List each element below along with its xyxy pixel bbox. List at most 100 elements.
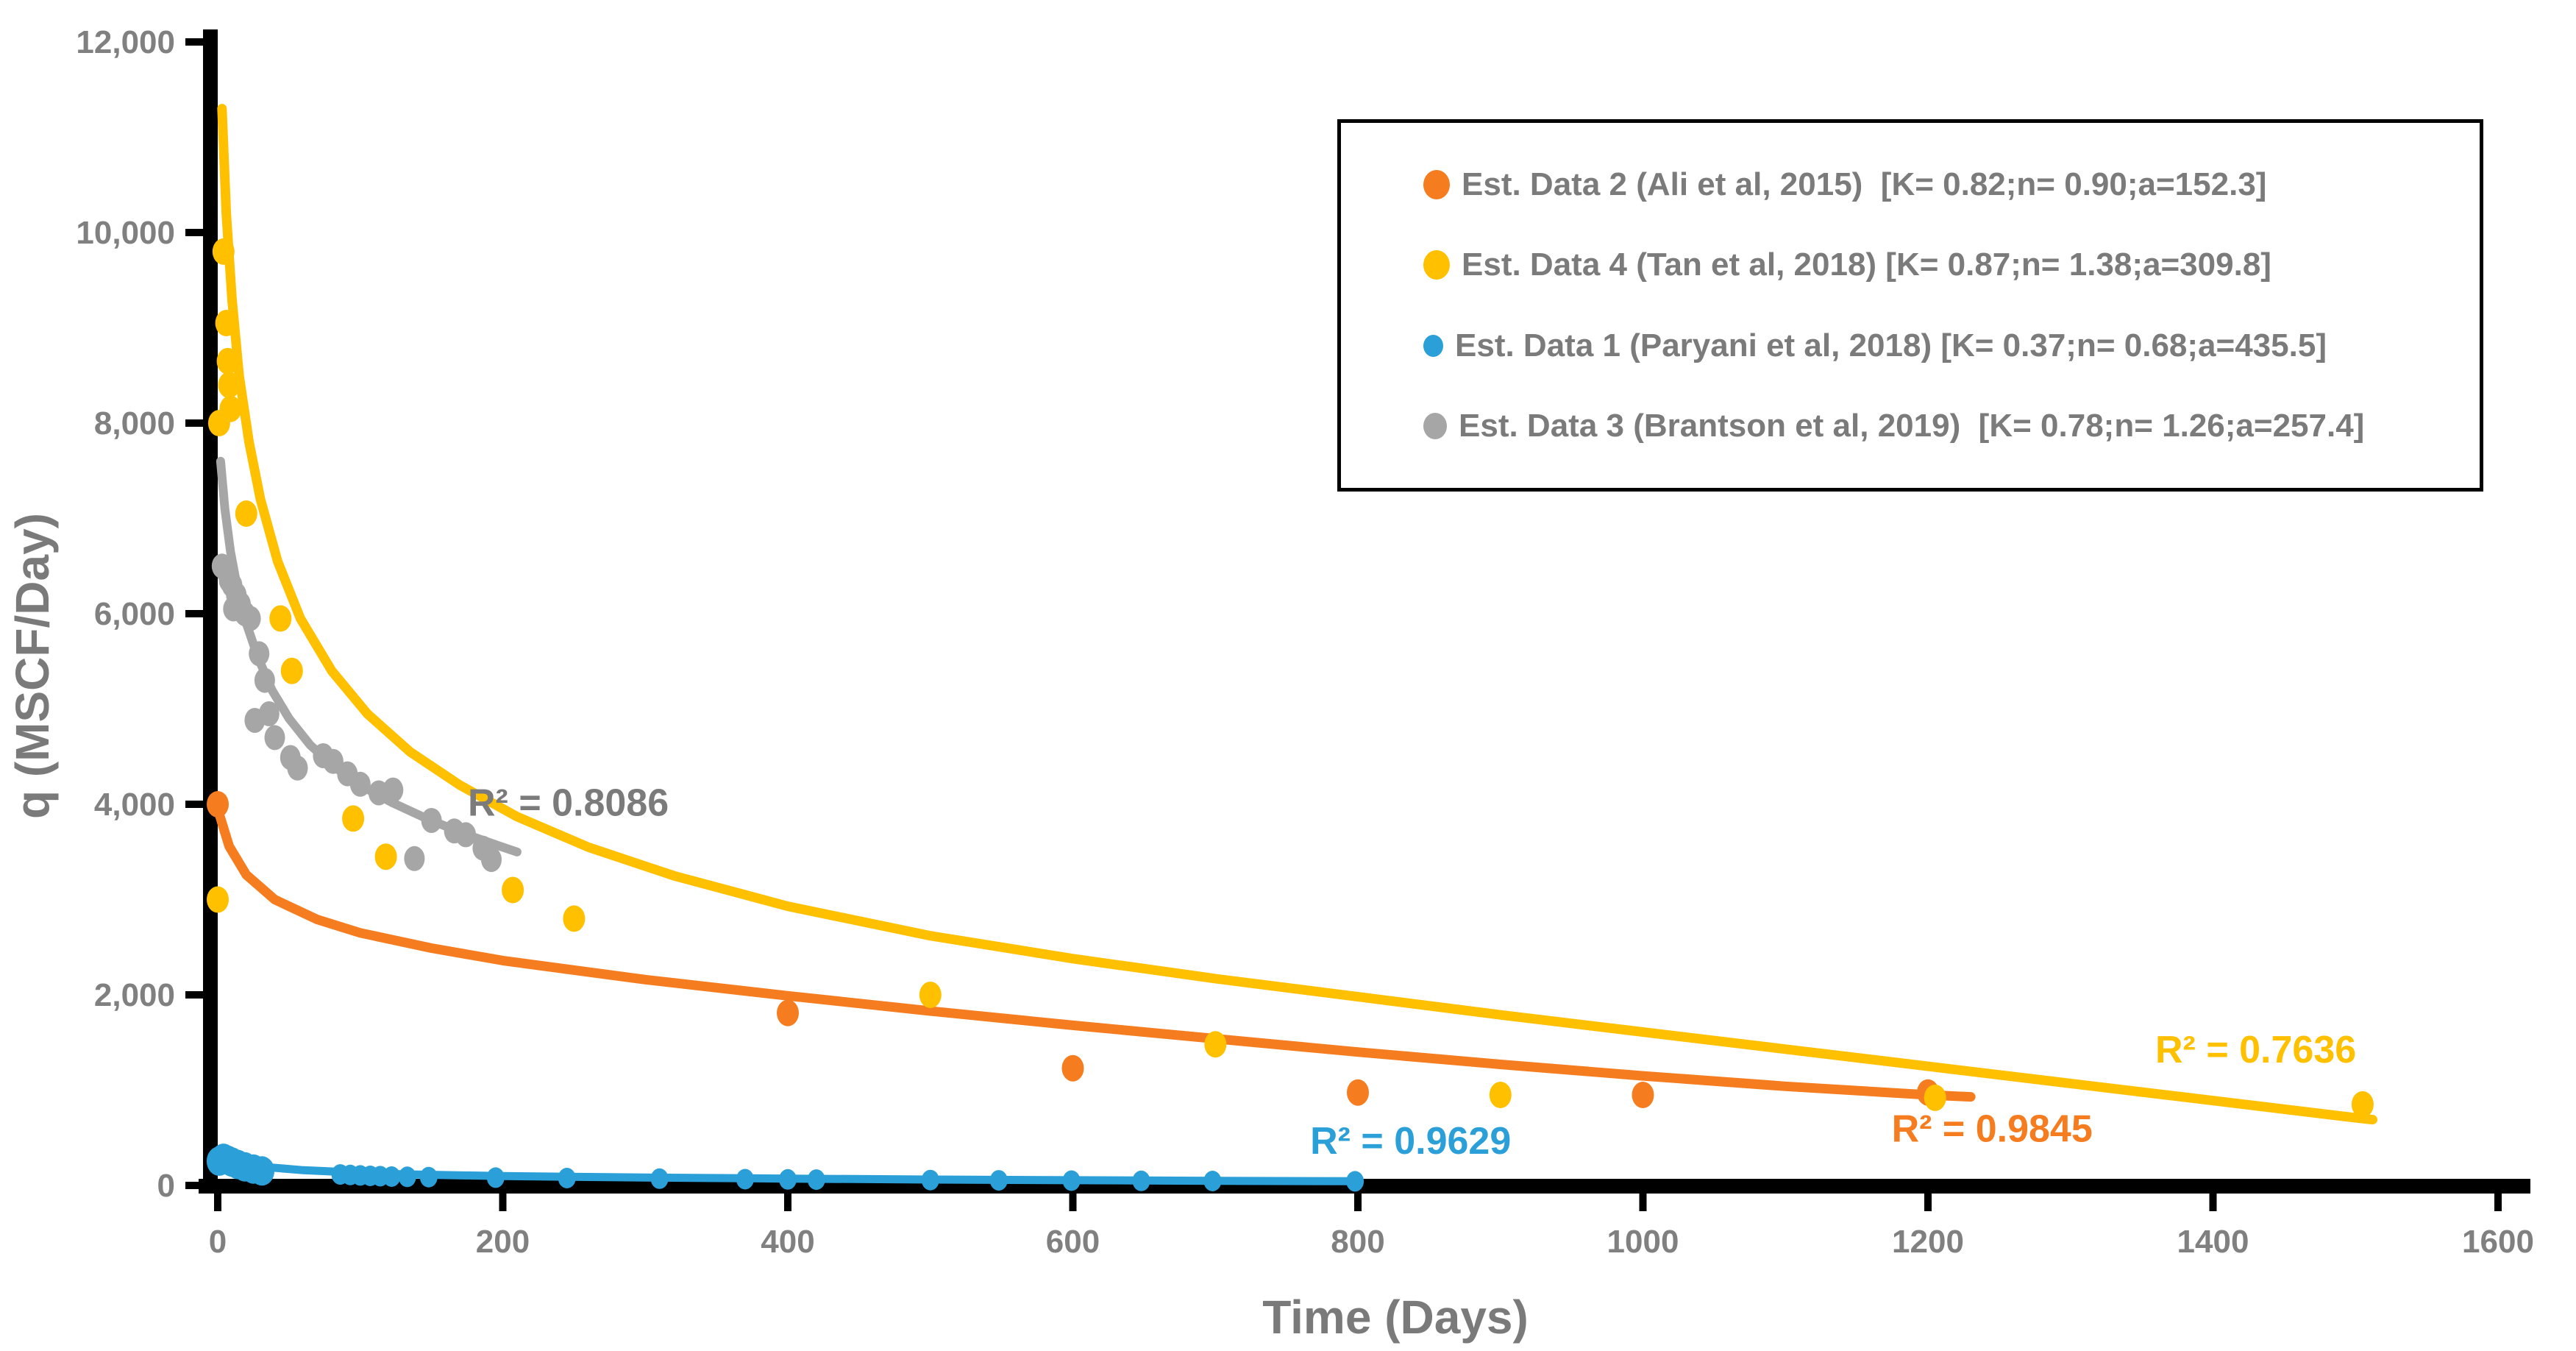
y-axis-tick-label: 0 <box>157 1168 175 1204</box>
x-axis-tick-label: 400 <box>761 1224 814 1260</box>
x-axis-tick <box>1639 1194 1647 1211</box>
data-point <box>207 791 229 818</box>
x-axis-tick <box>1354 1194 1362 1211</box>
legend: Est. Data 2 (Ali et al, 2015) [K= 0.82;n… <box>1337 119 2483 492</box>
r-squared-annotation: R² = 0.9629 <box>1310 1120 1511 1163</box>
data-point <box>1346 1171 1365 1192</box>
data-point <box>421 808 442 833</box>
legend-marker-circle-icon <box>1423 334 1443 357</box>
legend-item-label: Est. Data 4 (Tan et al, 2018) [K= 0.87;n… <box>1462 247 2271 283</box>
data-point <box>249 1156 275 1186</box>
data-point <box>207 886 229 913</box>
trend-line <box>217 104 2377 1125</box>
x-axis-tick-label: 1400 <box>2177 1224 2249 1260</box>
y-axis-tick <box>185 991 203 999</box>
x-axis-tick-label: 1600 <box>2462 1224 2534 1260</box>
y-axis-tick <box>185 1182 203 1189</box>
data-point <box>235 500 257 527</box>
data-point <box>258 701 280 726</box>
data-point <box>1489 1082 1512 1108</box>
data-point <box>1203 1171 1222 1191</box>
data-point <box>1062 1170 1081 1191</box>
legend-item-est-data-2: Est. Data 2 (Ali et al, 2015) [K= 0.82;n… <box>1423 166 2480 203</box>
data-point <box>486 1167 505 1188</box>
x-axis-tick-label: 1200 <box>1892 1224 1964 1260</box>
data-point <box>650 1168 669 1189</box>
x-axis-tick <box>499 1194 507 1211</box>
x-axis-tick-label: 800 <box>1331 1224 1384 1260</box>
legend-item-label: Est. Data 3 (Brantson et al, 2019) [K= 0… <box>1459 407 2365 444</box>
x-axis-tick-label: 200 <box>476 1224 530 1260</box>
data-point <box>1061 1054 1084 1082</box>
data-point <box>212 238 235 265</box>
y-axis-tick <box>185 610 203 617</box>
y-axis-tick <box>185 38 203 46</box>
data-point <box>807 1169 825 1191</box>
y-axis-tick-label: 12,000 <box>76 24 175 60</box>
x-axis-line <box>199 1179 2530 1194</box>
data-point <box>989 1170 1008 1191</box>
x-axis-title: Time (Days) <box>1262 1291 1529 1344</box>
data-point <box>280 657 303 684</box>
x-axis-tick <box>1069 1194 1077 1211</box>
x-axis-tick <box>2494 1194 2502 1211</box>
legend-marker-circle-icon <box>1423 250 1450 280</box>
data-point <box>374 843 397 870</box>
y-axis-tick-label: 2,000 <box>94 977 175 1013</box>
data-point <box>240 606 261 631</box>
data-point <box>264 725 285 751</box>
data-point <box>502 876 524 904</box>
y-axis-line <box>203 29 218 1194</box>
data-point <box>1347 1079 1369 1106</box>
data-point <box>736 1169 754 1190</box>
data-point <box>1132 1170 1150 1191</box>
data-point <box>419 1166 438 1188</box>
data-point <box>563 905 586 932</box>
legend-item-label: Est. Data 1 (Paryani et al, 2018) [K= 0.… <box>1455 327 2327 364</box>
r-squared-annotation: R² = 0.9845 <box>1892 1107 2093 1150</box>
legend-item-est-data-3: Est. Data 3 (Brantson et al, 2019) [K= 0… <box>1423 408 2480 444</box>
series-layer <box>206 104 2377 1192</box>
r-squared-annotation: R² = 0.7636 <box>2155 1029 2356 1071</box>
data-point <box>349 771 371 797</box>
x-axis-tick-label: 600 <box>1046 1224 1100 1260</box>
data-point <box>481 847 502 873</box>
y-axis-tick <box>185 801 203 808</box>
data-point <box>1924 1084 1946 1111</box>
x-axis-tick <box>2209 1194 2217 1211</box>
legend-marker-circle-icon <box>1423 412 1447 439</box>
data-point <box>921 1169 939 1191</box>
data-point <box>322 748 344 774</box>
y-axis-title: q (MSCF/Day) <box>6 513 59 819</box>
data-point <box>249 641 270 667</box>
data-point <box>383 1166 401 1187</box>
legend-item-est-data-4: Est. Data 4 (Tan et al, 2018) [K= 0.87;n… <box>1423 247 2480 283</box>
data-point <box>1632 1082 1654 1108</box>
data-point <box>254 667 275 693</box>
legend-marker-circle-icon <box>1423 170 1450 200</box>
y-axis-tick <box>185 229 203 236</box>
data-point <box>404 845 425 871</box>
y-axis-tick-label: 6,000 <box>94 596 175 632</box>
data-point <box>269 605 292 632</box>
x-axis-tick-label: 1000 <box>1607 1224 1679 1260</box>
data-point <box>287 755 308 781</box>
annotations-layer: R² = 0.8086 R² = 0.9845 R² = 0.7636 R² = 0.… <box>468 781 2356 1163</box>
data-point <box>558 1168 576 1188</box>
r-squared-annotation: R² = 0.8086 <box>468 781 669 824</box>
x-axis-tick-label: 0 <box>209 1224 227 1260</box>
y-axis-tick-label: 8,000 <box>94 405 175 442</box>
data-point <box>342 805 365 832</box>
x-axis-tick <box>784 1194 791 1211</box>
data-point <box>398 1166 416 1188</box>
data-point <box>919 982 942 1008</box>
data-point <box>777 999 799 1026</box>
data-point <box>218 372 241 399</box>
data-point <box>455 822 477 848</box>
data-point <box>215 310 238 336</box>
data-point <box>207 410 230 436</box>
data-point <box>216 347 239 375</box>
y-axis-tick-label: 4,000 <box>94 787 175 823</box>
